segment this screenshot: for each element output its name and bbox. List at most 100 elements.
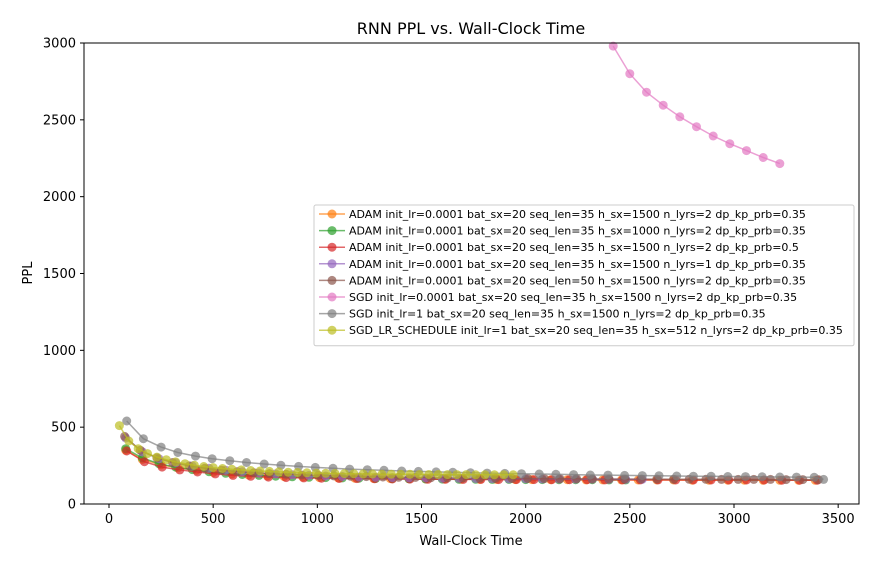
series-8-point xyxy=(161,455,171,465)
x-tick-label: 3500 xyxy=(822,512,855,527)
series-8-point xyxy=(424,470,434,479)
x-tick-label: 1500 xyxy=(405,512,438,527)
legend-marker xyxy=(327,242,337,252)
legend-label: ADAM init_lr=0.0001 bat_sx=20 seq_len=35… xyxy=(349,208,806,221)
y-tick-label: 1000 xyxy=(43,344,76,359)
series-7-point xyxy=(688,471,698,481)
series-8-point xyxy=(124,436,134,446)
series-8-point xyxy=(302,468,312,478)
legend-marker xyxy=(327,259,337,269)
series-8 xyxy=(114,421,518,480)
legend-label: ADAM init_lr=0.0001 bat_sx=20 seq_len=50… xyxy=(349,274,806,287)
legend-entry-7: SGD init_lr=1 bat_sx=20 seq_len=35 h_sx=… xyxy=(319,308,766,321)
y-tick-label: 3000 xyxy=(43,37,76,52)
series-8-point xyxy=(218,464,227,473)
legend-entry-8: SGD_LR_SCHEDULE init_lr=1 bat_sx=20 seq_… xyxy=(319,324,843,337)
legend-label: SGD init_lr=0.0001 bat_sx=20 seq_len=35 … xyxy=(349,291,797,304)
series-6-point xyxy=(725,139,735,149)
axes-layer: 0 500 1000 1500 2000 2500 3000 3500 0 500 1000 1500… xyxy=(43,37,860,527)
series-8-point xyxy=(396,469,406,479)
series-6-point xyxy=(775,159,785,169)
series-7-point xyxy=(706,471,716,481)
series-6-point xyxy=(675,112,685,122)
series-6-point xyxy=(642,87,651,97)
series-8-point xyxy=(377,469,387,479)
series-8-point xyxy=(293,468,302,477)
x-tick-label: 0 xyxy=(105,512,113,527)
series-6 xyxy=(608,41,785,169)
series-8-point xyxy=(264,466,274,476)
series-7-point xyxy=(637,471,647,481)
series-8-point xyxy=(274,467,284,477)
series-8-point xyxy=(508,470,518,480)
legend-entry-1: ADAM init_lr=0.0001 bat_sx=20 seq_len=35… xyxy=(319,208,806,221)
series-7-point xyxy=(654,471,664,481)
series-7-point xyxy=(534,469,544,479)
series-8-point xyxy=(433,470,443,479)
series-layer xyxy=(114,41,829,485)
series-3-point xyxy=(157,462,167,472)
y-tick-label: 1500 xyxy=(43,267,76,282)
series-8-point xyxy=(321,468,331,478)
series-6-point xyxy=(608,41,618,51)
series-7-point xyxy=(138,434,148,444)
series-8-point xyxy=(414,470,424,479)
series-8-point xyxy=(311,468,321,478)
series-7-point xyxy=(741,472,750,482)
series-7-point xyxy=(603,470,613,480)
series-8-point xyxy=(283,467,293,477)
legend: ADAM init_lr=0.0001 bat_sx=20 seq_len=35… xyxy=(313,204,855,347)
series-8-point xyxy=(405,469,415,479)
series-3-point xyxy=(175,465,185,475)
series-5-point xyxy=(523,474,533,483)
legend-entry-2: ADAM init_lr=0.0001 bat_sx=20 seq_len=35… xyxy=(319,225,806,238)
series-8-point xyxy=(386,469,396,479)
series-7-point xyxy=(242,458,251,467)
legend-marker xyxy=(327,292,337,302)
legend-label: ADAM init_lr=0.0001 bat_sx=20 seq_len=35… xyxy=(349,258,806,271)
series-8-point xyxy=(236,465,246,475)
series-7-point xyxy=(809,472,819,482)
series-8-point xyxy=(349,469,359,479)
series-7-point xyxy=(585,470,595,480)
series-6-point xyxy=(692,122,701,132)
legend-marker xyxy=(327,209,337,219)
series-8-point xyxy=(368,469,377,479)
legend-label: ADAM init_lr=0.0001 bat_sx=20 seq_len=35… xyxy=(349,241,799,254)
series-7-point xyxy=(173,448,183,457)
x-tick-label: 3000 xyxy=(717,512,750,527)
series-3-point xyxy=(122,446,132,456)
series-7-point xyxy=(672,471,682,481)
series-8-point xyxy=(339,469,349,479)
series-7-point xyxy=(757,472,767,482)
chart-title: RNN PPL vs. Wall-Clock Time xyxy=(357,19,585,38)
series-8-point xyxy=(189,460,199,470)
series-7-point xyxy=(225,456,235,466)
series-6-point xyxy=(742,146,751,156)
series-8-point xyxy=(114,421,124,431)
series-7-point xyxy=(569,470,579,480)
series-6-point xyxy=(758,153,768,162)
legend-marker xyxy=(327,325,337,335)
series-8-point xyxy=(255,466,265,476)
series-8-point xyxy=(461,470,471,480)
series-7-point xyxy=(792,472,801,482)
series-8-point xyxy=(480,470,490,480)
y-tick-label: 2500 xyxy=(43,113,76,128)
legend-label: ADAM init_lr=0.0001 bat_sx=20 seq_len=35… xyxy=(349,225,806,238)
legend-label: SGD init_lr=1 bat_sx=20 seq_len=35 h_sx=… xyxy=(349,308,766,321)
y-tick-label: 2000 xyxy=(43,190,76,205)
series-3-point xyxy=(139,457,149,467)
series-8-point xyxy=(152,452,162,462)
legend-entry-5: ADAM init_lr=0.0001 bat_sx=20 seq_len=50… xyxy=(319,274,806,287)
series-7-point xyxy=(191,451,200,461)
series-8-point xyxy=(499,470,509,480)
series-7-point xyxy=(775,472,785,482)
series-3-point xyxy=(193,467,202,477)
x-tick-label: 1000 xyxy=(301,512,334,527)
series-6-point xyxy=(708,131,718,141)
legend-marker xyxy=(327,275,337,285)
series-8-point xyxy=(133,444,143,454)
series-8-point xyxy=(180,459,190,469)
legend-entry-4: ADAM init_lr=0.0001 bat_sx=20 seq_len=35… xyxy=(319,258,806,271)
